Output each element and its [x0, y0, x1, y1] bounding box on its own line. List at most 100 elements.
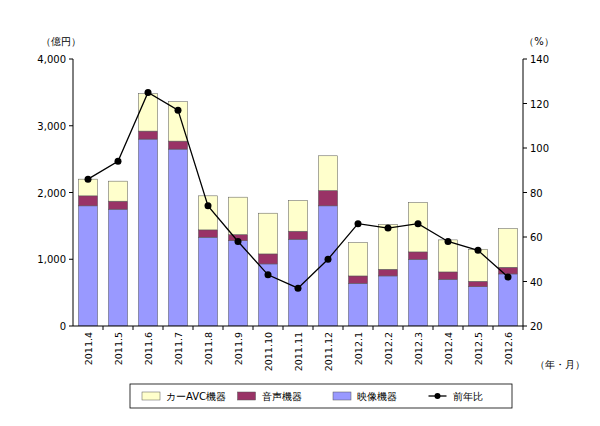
y2-tick-label: 100 [530, 143, 549, 154]
bar [468, 249, 487, 281]
bar [78, 196, 97, 206]
x-tick-label: 2011.10 [263, 332, 274, 371]
bar [258, 264, 277, 326]
y2-tick-label: 80 [530, 188, 543, 199]
bar [198, 237, 217, 326]
y2-tick [523, 148, 527, 149]
bar [438, 272, 457, 279]
plot-marks [78, 89, 517, 326]
bar [378, 225, 397, 270]
bar [318, 156, 337, 191]
line-marker [145, 89, 152, 96]
bar [468, 281, 487, 286]
x-tick-label: 2012.5 [473, 332, 484, 365]
x-axis-line [73, 326, 523, 327]
y2-tick-label: 120 [530, 99, 549, 110]
bar [228, 197, 247, 234]
bar [408, 252, 427, 259]
bar [378, 269, 397, 276]
x-tick [403, 326, 404, 330]
y2-tick-label: 60 [530, 232, 543, 243]
y2-tick [523, 103, 527, 104]
bar [228, 241, 247, 326]
legend-swatch [435, 393, 441, 399]
x-tick [463, 326, 464, 330]
y2-tick-label: 40 [530, 277, 543, 288]
bar [498, 229, 517, 268]
y-tick-label: 4,000 [37, 54, 66, 65]
bar [258, 254, 277, 264]
x-tick [193, 326, 194, 330]
bar [288, 201, 307, 232]
x-tick-label: 2011.9 [233, 332, 244, 365]
y2-tick-label: 20 [530, 321, 543, 332]
x-tick-label: 2011.11 [293, 332, 304, 371]
line-marker [235, 238, 242, 245]
bar [318, 190, 337, 205]
x-axis-label: （年・月） [535, 359, 585, 370]
line-marker [385, 225, 392, 232]
x-tick-label: 2011.6 [143, 332, 154, 365]
y-tick-label: 2,000 [37, 188, 66, 199]
y2-tick [523, 281, 527, 282]
line-marker [265, 271, 272, 278]
line-marker [205, 202, 212, 209]
bar [498, 274, 517, 326]
y2-tick-label: 140 [530, 54, 549, 65]
x-tick [313, 326, 314, 330]
line-marker [415, 220, 422, 227]
line-marker [325, 256, 332, 263]
chart: 01,0002,0003,0004,0002040608010012014020… [0, 0, 600, 426]
x-tick-label: 2011.12 [323, 332, 334, 371]
bar [348, 283, 367, 326]
y-tick [69, 326, 73, 327]
bar [78, 206, 97, 326]
x-tick-label: 2012.4 [443, 332, 454, 365]
bar [348, 243, 367, 276]
legend-swatch [238, 392, 256, 400]
bar [168, 141, 187, 149]
line-marker [175, 107, 182, 114]
x-tick [223, 326, 224, 330]
y-tick-label: 0 [60, 321, 66, 332]
x-tick [373, 326, 374, 330]
x-tick [343, 326, 344, 330]
bar [468, 287, 487, 326]
bar [408, 259, 427, 326]
line-marker [115, 158, 122, 165]
bar [288, 231, 307, 239]
x-tick-label: 2011.4 [83, 332, 94, 365]
legend-label: カーAVC機器 [166, 391, 226, 402]
x-tick-label: 2012.2 [383, 332, 394, 365]
line-marker [475, 247, 482, 254]
line-marker [505, 274, 512, 281]
x-tick-label: 2011.7 [173, 332, 184, 365]
x-tick [523, 326, 524, 330]
legend-swatch [142, 392, 160, 400]
legend-label: 映像機器 [357, 391, 397, 402]
x-tick [493, 326, 494, 330]
bar [108, 201, 127, 209]
y2-tick [523, 59, 527, 60]
x-tick [133, 326, 134, 330]
y2-tick [523, 192, 527, 193]
axes: 01,0002,0003,0004,0002040608010012014020… [37, 54, 549, 371]
x-tick [433, 326, 434, 330]
bar [288, 239, 307, 326]
bar [258, 213, 277, 254]
bar [138, 94, 157, 131]
y-tick [69, 59, 73, 60]
bar [138, 139, 157, 326]
bar [348, 276, 367, 283]
legend-label: 前年比 [453, 391, 483, 402]
y2-axis-label: （%） [524, 36, 554, 47]
legend-label: 音声機器 [262, 391, 302, 402]
x-tick-label: 2011.8 [203, 332, 214, 365]
y-tick-label: 3,000 [37, 121, 66, 132]
x-tick-label: 2012.3 [413, 332, 424, 365]
bar [198, 230, 217, 237]
y2-tick [523, 237, 527, 238]
bar [438, 279, 457, 326]
bar [168, 102, 187, 141]
bar [138, 131, 157, 139]
